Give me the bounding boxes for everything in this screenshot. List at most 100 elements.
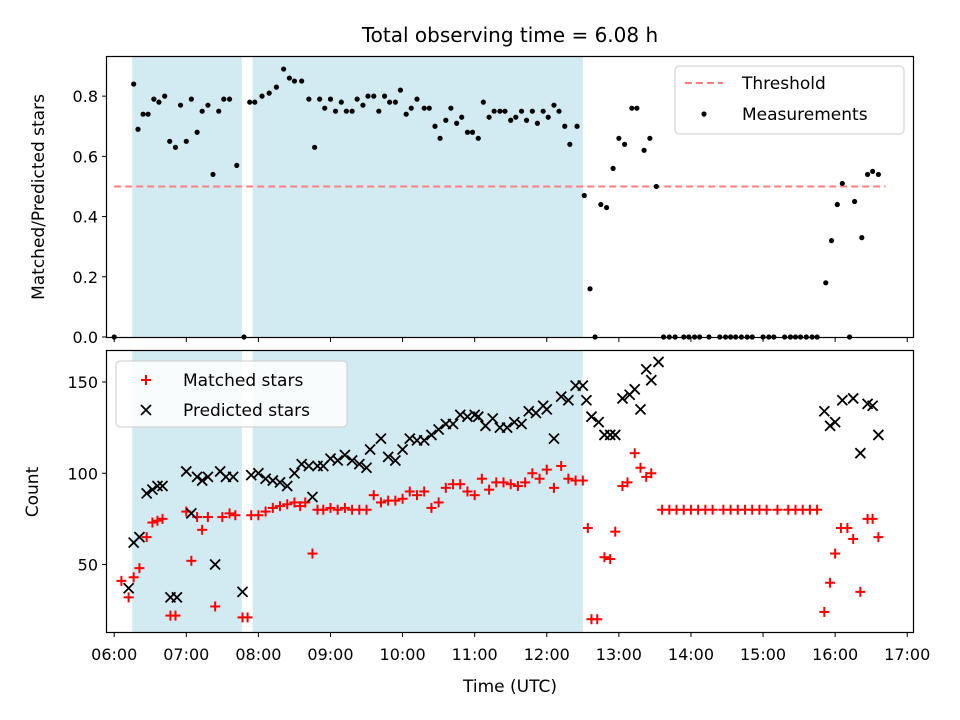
matched-star-point: [548, 482, 559, 493]
matched-star-point: [622, 477, 633, 488]
figure-title: Total observing time = 6.08 h: [361, 23, 658, 47]
bottom-axes-frame: [105, 349, 915, 634]
top-y-axis-label: Matched/Predicted stars: [29, 94, 49, 300]
matched-legend-label: Matched stars: [183, 371, 303, 391]
measurement-point: [140, 111, 146, 117]
predicted-legend-label: Predicted stars: [183, 401, 310, 421]
measurement-point: [598, 201, 604, 208]
matched-star-point: [563, 473, 574, 484]
matched-star-point: [855, 586, 866, 597]
matched-star-point: [641, 471, 652, 482]
matched-star-point: [599, 552, 610, 563]
bottom-legend: Matched stars Predicted stars: [115, 360, 348, 428]
measurement-point: [828, 238, 835, 244]
measurements-legend-label: Measurements: [742, 105, 868, 125]
top-observing-spans: [132, 57, 583, 337]
measurement-point: [221, 96, 227, 102]
measurement-point: [349, 108, 355, 114]
predicted-star-point: [171, 591, 183, 603]
measurement-point: [518, 108, 525, 114]
matched-star-point: [242, 612, 253, 623]
predicted-star-point: [640, 363, 652, 375]
measurement-point: [641, 147, 647, 153]
matched-star-point: [197, 524, 208, 535]
predicted-star-point: [389, 454, 402, 467]
measurement-point: [414, 96, 420, 102]
predicted-star-point: [541, 403, 553, 416]
predicted-star-point: [548, 432, 560, 445]
matched-star-point: [527, 468, 538, 479]
matched-star-point: [520, 477, 531, 488]
x-tick-label: 11:00: [452, 645, 498, 664]
x-tick-label: 13:00: [596, 645, 642, 664]
top-legend-box: [674, 65, 905, 135]
measurement-point: [403, 111, 409, 117]
matched-star-point: [761, 504, 772, 515]
measurement-point: [332, 108, 339, 114]
measurement-point: [371, 93, 377, 99]
matched-star-point: [152, 515, 163, 526]
measurement-point: [587, 286, 593, 292]
matched-star-point: [505, 479, 516, 490]
predicted-star-point: [593, 416, 605, 428]
predicted-star-point: [487, 412, 499, 425]
measurement-point: [647, 135, 653, 141]
predicted-star-point: [382, 451, 394, 463]
predicted-star-point: [447, 418, 459, 430]
matched-star-point: [577, 475, 588, 486]
x-tick-label: 14:00: [668, 645, 714, 664]
predicted-star-point: [634, 403, 647, 416]
measurement-point: [859, 235, 865, 241]
measurement-point: [360, 102, 366, 108]
measurement-point: [281, 66, 287, 72]
x-tick-label: 17:00: [884, 645, 930, 664]
measurement-point: [392, 99, 398, 105]
matched-star-point: [848, 533, 859, 544]
matched-star-point: [375, 497, 386, 508]
measurement-point: [529, 108, 535, 114]
x-tick-label: 09:00: [307, 645, 353, 664]
predicted-star-point: [185, 507, 197, 520]
predicted-star-point: [209, 558, 221, 571]
matched-star-point: [498, 477, 509, 488]
matched-star-point: [260, 506, 271, 517]
measurement-point: [610, 165, 616, 171]
predicted-star-point: [180, 465, 192, 478]
measurement-points: [111, 66, 881, 340]
matched-star-point: [224, 508, 235, 519]
measurement-point: [459, 114, 465, 120]
matched-legend-marker: [141, 375, 151, 385]
predicted-legend-x: [140, 404, 152, 416]
measurement-point: [604, 204, 610, 211]
measurement-point: [426, 105, 432, 111]
measurement-point: [145, 111, 151, 117]
y-tick-label: 100: [67, 464, 98, 483]
matched-star-point: [368, 490, 379, 501]
matched-star-point: [289, 497, 300, 508]
measurement-point: [567, 141, 573, 147]
top-panel: 0.00.20.40.60.8 Matched/Predicted stars …: [29, 55, 915, 347]
matched-star-point: [462, 486, 473, 497]
measurement-point: [167, 138, 173, 144]
matched-star-point: [170, 610, 181, 621]
predicted-star-point: [609, 429, 621, 441]
matched-star-point: [534, 473, 545, 484]
matched-star-point: [455, 479, 466, 490]
measurement-point: [839, 180, 845, 187]
predicted-star-point: [245, 469, 257, 481]
matched-stars-points: [116, 448, 884, 625]
matched-star-point: [867, 513, 878, 524]
matched-star-point: [397, 493, 408, 504]
predicted-star-point: [461, 411, 474, 423]
y-tick-label: 0.2: [73, 268, 98, 287]
measurements-legend-marker: [701, 111, 707, 117]
matched-star-point: [582, 522, 593, 533]
measurement-point: [259, 93, 265, 99]
measurement-point: [464, 129, 471, 135]
predicted-star-point: [508, 416, 520, 428]
measurement-point: [421, 105, 427, 111]
matched-star-point: [419, 486, 430, 497]
matched-star-point: [230, 510, 241, 521]
measurement-point: [343, 108, 349, 114]
matched-star-point: [318, 504, 329, 515]
